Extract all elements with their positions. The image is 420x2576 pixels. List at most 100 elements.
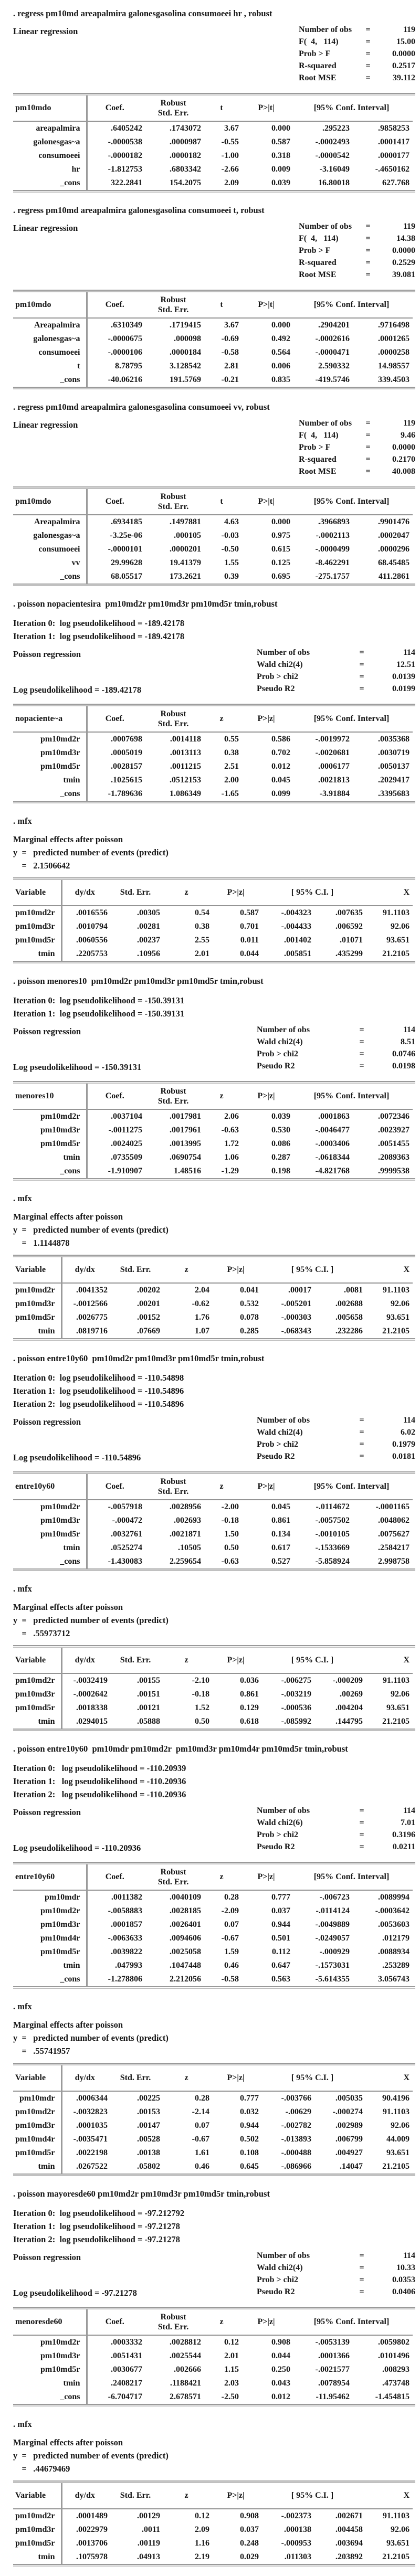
stat-line: Number of obs = 119	[299, 25, 415, 37]
cell-value: .00138	[137, 2148, 160, 2157]
cell-value: 21.2105	[382, 1717, 410, 1726]
model-type-label: Linear regression	[13, 26, 78, 36]
row-label: pm10md3r	[13, 1123, 88, 1137]
table-row: tmin .1025615 .0512153 2.00 0.045 .0021813 .20…	[13, 773, 413, 787]
mfx-line: = .44679469	[13, 2464, 70, 2474]
cell-value: -0.55	[221, 137, 239, 146]
table-bottom-rule	[13, 1568, 415, 1571]
cell-value: .004204	[335, 1703, 363, 1712]
cell-value: .047993	[115, 1961, 142, 1970]
stata-command: . mfx	[13, 816, 32, 826]
cell-value: -.0049889	[315, 1920, 350, 1929]
cell-value: .006592	[335, 922, 363, 931]
cell-value: -.0000182	[108, 151, 142, 160]
stat-value: 15.00	[396, 37, 415, 46]
cell-value: .00305	[137, 908, 160, 917]
cell-value: .00151	[137, 1690, 160, 1699]
cell-value: .0001366	[318, 2351, 350, 2360]
cell-value: .0022979	[76, 2525, 108, 2534]
column-header-ci: [ 95% C.I. ]	[262, 880, 366, 906]
cell-value: -4.821768	[315, 1167, 350, 1175]
coefficient-table-grid: pm10mdo Coef. Robust Std. Err. t P>|t| [95% Co…	[13, 489, 413, 584]
coefficient-table-grid: nopaciente~a Coef. Robust Std. Err. z P>|z| [9…	[13, 706, 413, 801]
table-row: pm10mdr .0011382 .0040109 0.28 0.777 -.006723…	[13, 1890, 413, 1904]
column-header-confint: [95% Conf. Interval]	[293, 1474, 413, 1500]
row-label: areapalmira	[13, 121, 88, 135]
row-label: tmin	[13, 1541, 88, 1555]
row-label: pm10md3r	[13, 746, 88, 760]
cell-value: -.0057502	[315, 1516, 350, 1525]
cell-value: .0021813	[318, 776, 350, 785]
cell-value: .1075978	[76, 2552, 108, 2561]
cell-value: -2.10	[192, 1676, 209, 1685]
robust-line: Robust	[160, 2313, 186, 2321]
cell-value: 0.07	[224, 1920, 239, 1929]
cell-value: 0.563	[271, 1975, 290, 1984]
table-row: tmin .047993 .1047448 0.46 0.647 -.1573031 .25…	[13, 1959, 413, 1973]
cell-value: .6803342	[170, 165, 201, 174]
cell-value: -.0000675	[108, 334, 142, 343]
cell-value: .10505	[178, 1543, 201, 1552]
cell-value: 0.12	[224, 2338, 239, 2347]
cell-value: -.0000542	[315, 151, 350, 160]
row-label: pm10mdr	[13, 1890, 88, 1904]
cell-value: .0013995	[170, 1139, 201, 1148]
cell-value: -11.95462	[316, 2392, 350, 2401]
cell-value: 0.07	[195, 2121, 209, 2130]
model-type-label: Poisson regression	[13, 2252, 81, 2262]
cell-value: -2.00	[221, 1502, 239, 1511]
row-label: _cons	[13, 1555, 88, 1568]
iteration-line: Iteration 1: log pseudolikelihood = -110…	[13, 1386, 184, 1396]
cell-value: .04913	[137, 2552, 160, 2561]
cell-value: -.0249057	[315, 1934, 350, 1943]
stat-name: Pseudo R2	[257, 1452, 295, 1461]
table-bottom-rule	[13, 1178, 415, 1181]
iteration-log: Iteration 0: log pseudolikelihood = -150…	[13, 994, 414, 1020]
stat-line: Pseudo R2 = 0.0198	[257, 1062, 415, 1074]
model-type-label: Poisson regression	[13, 1417, 81, 1427]
table-row: pm10md2r -.0057918 .0028956 -2.00 0.045 -.011…	[13, 1500, 413, 1514]
column-header-variable: Variable	[13, 1648, 62, 1674]
cell-value: -1.430083	[108, 1557, 142, 1566]
column-header-stderr: Std. Err.	[111, 880, 163, 906]
cell-value: .00202	[137, 1286, 160, 1295]
stat-equals: =	[365, 246, 371, 255]
column-header-variable: Variable	[13, 2065, 62, 2092]
cell-value: -1.65	[221, 789, 239, 798]
cell-value: 3.67	[224, 321, 239, 330]
coefficient-table-grid: menoresde60 Coef. Robust Std. Err. z P>|z| [95…	[13, 2309, 413, 2404]
stderr-line: Std. Err.	[158, 719, 189, 728]
table-top-rule	[13, 93, 415, 96]
cell-value: 2.212056	[170, 1975, 201, 1984]
table-bottom-rule	[13, 584, 415, 586]
cell-value: .9716498	[378, 321, 410, 330]
cell-value: .0088934	[378, 1947, 410, 1956]
mfx-line: Marginal effects after poisson	[13, 1602, 123, 1612]
row-label: pm10md5r	[13, 1311, 62, 1324]
cell-value: 0.50	[224, 1543, 239, 1552]
table-row: Areapalmira .6310349 .1719415 3.67 0.000 .290…	[13, 318, 413, 332]
cell-value: .0000182	[170, 151, 201, 160]
table-row: hr -1.812753 .6803342 -2.66 0.009 -3.16049 -.4…	[13, 163, 413, 176]
cell-value: 93.651	[386, 936, 410, 945]
coefficient-table: menores10 Coef. Robust Std. Err. z P>|z| [95% …	[13, 1081, 415, 1181]
table-row: _cons -1.430083 2.259654 -0.63 0.527 -5.85892…	[13, 1555, 413, 1568]
cell-value: .0013706	[76, 2539, 108, 2548]
cell-value: -.0001165	[375, 1502, 410, 1511]
coefficient-table-grid: pm10mdo Coef. Robust Std. Err. t P>|t| [95% Co…	[13, 292, 413, 387]
cell-value: -.0002616	[315, 334, 350, 343]
cell-value: .0005019	[111, 748, 142, 757]
stat-equals: =	[359, 1050, 364, 1058]
robust-line: Robust	[160, 1868, 186, 1877]
row-label: pm10md5r	[13, 1528, 88, 1541]
row-label: pm10mdr	[13, 2091, 62, 2105]
stat-line: Prob > chi2 = 0.0353	[257, 2275, 415, 2287]
table-row: pm10md3r .0001857 .0026401 0.07 0.944 -.00498…	[13, 1918, 413, 1932]
column-header-pvalue: P>|z|	[242, 1084, 293, 1110]
cell-value: -.085992	[281, 1717, 311, 1726]
cell-value: .0039822	[111, 1947, 142, 1956]
cell-value: -.000303	[281, 1313, 311, 1322]
cell-value: .0051431	[111, 2351, 142, 2360]
cell-value: .0023927	[378, 1126, 410, 1135]
stat-equals: =	[365, 258, 371, 267]
